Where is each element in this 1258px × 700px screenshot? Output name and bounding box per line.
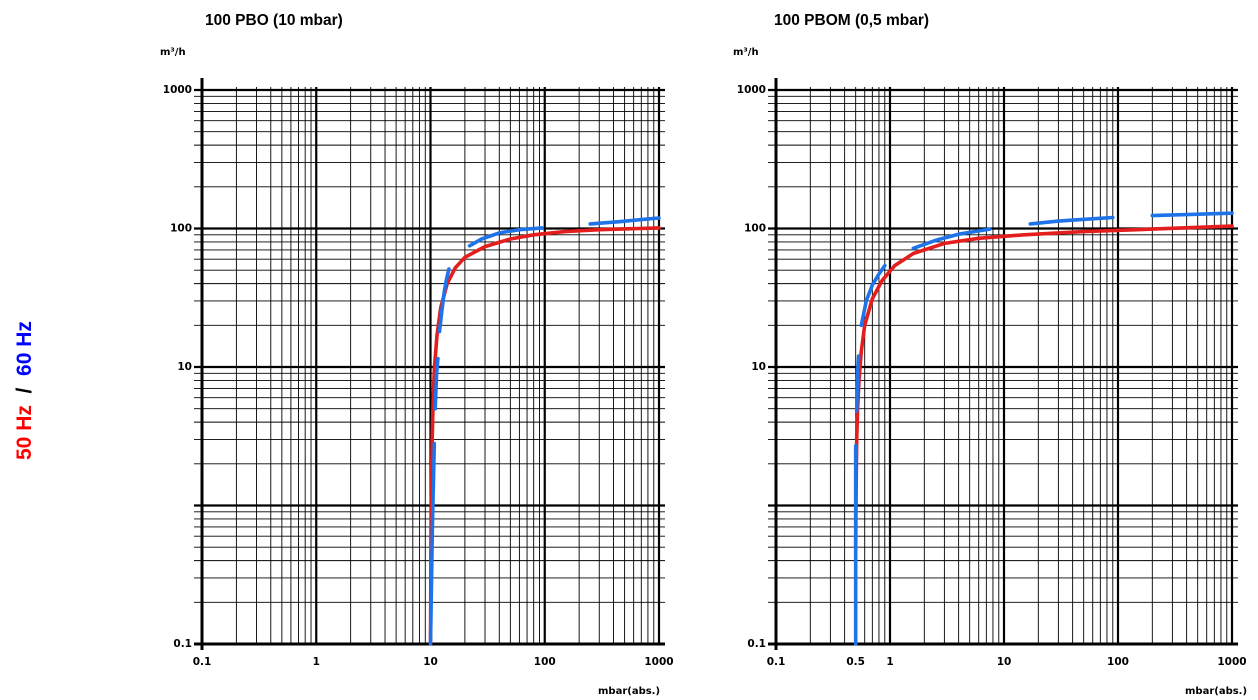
x-tick-label: 10 [997,656,1012,668]
series-50hz-line [853,224,1234,549]
legend-50hz: 50 Hz [13,405,36,460]
series-60hz-dash-segment [911,227,992,251]
x-tick-label: 100 [534,656,556,668]
chart-1-ylabel: m³/h [160,47,186,58]
legend-separator: / [13,382,36,400]
chart-2-ylabel: m³/h [733,47,759,58]
series-60hz-dash-segment [859,263,887,328]
chart-2-title: 100 PBOM (0,5 mbar) [774,12,930,29]
y-tick-label: 10 [177,361,192,373]
series-60hz-dash-segment [1150,211,1234,218]
x-tick-label: 10 [423,656,438,668]
y-tick-label: 100 [170,223,192,235]
series-60hz-dash-segment [433,356,440,411]
x-tick-label: 1000 [644,656,673,668]
series-60hz-dash-segment [437,267,451,334]
legend-60hz: 60 Hz [13,321,36,376]
x-tick-label: 1 [313,656,320,668]
frequency-legend-label: 50 Hz / 60 Hz [13,321,36,460]
series-60hz-dash-segment [428,441,437,646]
x-tick-label: 0.1 [193,656,212,668]
y-tick-label: 100 [744,223,766,235]
series-60hz-dash-segment [467,226,544,248]
x-tick-label: 100 [1107,656,1129,668]
y-tick-label: 1000 [737,84,766,96]
y-tick-label: 10 [751,361,766,373]
chart-2-grid [768,87,1238,646]
x-tick-label: 1 [886,656,893,668]
x-tick-label: 1000 [1217,656,1246,668]
series-60hz-dash-segment [854,354,861,413]
chart-1-xlabel: mbar(abs.) [598,686,661,697]
chart-2-xlabel: mbar(abs.) [1185,686,1248,697]
chart-1-title: 100 PBO (10 mbar) [205,12,343,29]
series-60hz-dash-segment [588,216,661,226]
y-tick-label: 1000 [163,84,192,96]
x-tick-label: 0.5 [846,656,865,668]
x-tick-label: 0.1 [767,656,786,668]
y-tick-label: 0.1 [173,638,192,650]
series-60hz-dash-segment [1028,215,1115,226]
svg-text:50 Hz / 60 Hz: 50 Hz / 60 Hz [13,321,36,460]
y-tick-label: 0.1 [747,638,766,650]
